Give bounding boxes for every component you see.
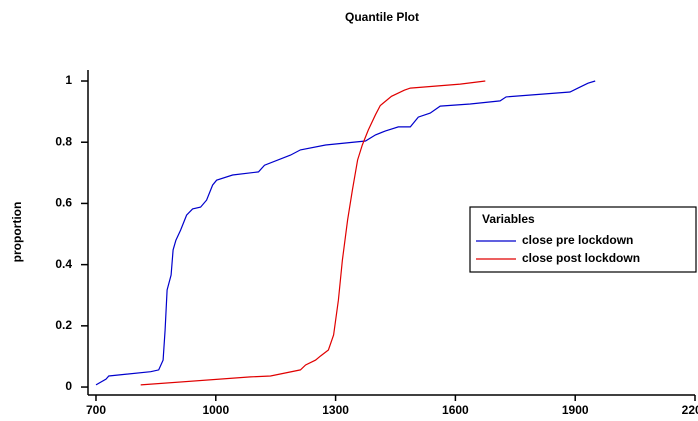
- x-tick-label: 1000: [202, 403, 229, 417]
- y-tick-label: 0.2: [55, 318, 72, 332]
- legend-label: close post lockdown: [522, 251, 640, 265]
- legend-title: Variables: [482, 212, 535, 226]
- y-tick-label: 1: [65, 73, 72, 87]
- legend-box: [469, 206, 697, 273]
- x-tick-label: 2200: [682, 403, 698, 417]
- series-line: [95, 80, 596, 386]
- x-tick-label: 1600: [442, 403, 469, 417]
- series-line: [140, 80, 486, 386]
- x-tick-label: 1900: [562, 403, 589, 417]
- legend-label: close pre lockdown: [522, 233, 633, 247]
- chart-title: Quantile Plot: [345, 10, 419, 24]
- x-tick-label: 1300: [322, 403, 349, 417]
- x-tick-label: 700: [86, 403, 106, 417]
- y-tick-label: 0.6: [55, 196, 72, 210]
- y-tick-label: 0.8: [55, 134, 72, 148]
- y-axis-label: proportion: [10, 202, 24, 263]
- y-tick-label: 0.4: [55, 257, 72, 271]
- y-tick-label: 0: [65, 379, 72, 393]
